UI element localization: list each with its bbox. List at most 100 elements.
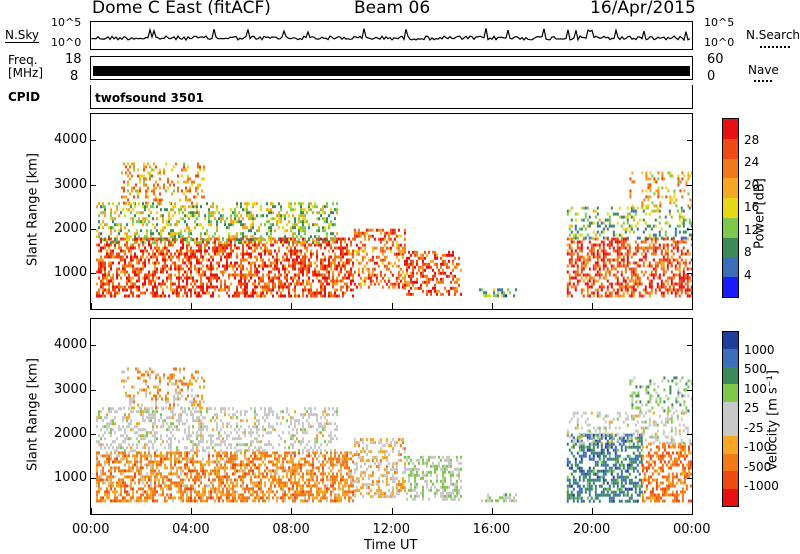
echo-cell — [240, 202, 242, 206]
echo-cell — [654, 261, 657, 265]
echo-cell — [479, 288, 482, 292]
echo-cell — [292, 267, 294, 271]
echo-cell — [159, 192, 161, 196]
echo-cell — [501, 288, 504, 292]
echo-cell — [234, 484, 236, 488]
echo-cell — [294, 469, 296, 473]
echo-region-7 — [566, 206, 692, 240]
echo-cell — [610, 291, 613, 295]
echo-cell — [212, 273, 214, 277]
echo-cell — [348, 276, 350, 280]
echo-cell — [576, 236, 579, 240]
echo-cell — [316, 240, 318, 244]
echo-cell — [210, 490, 212, 494]
echo-cell — [566, 243, 569, 247]
echo-cell — [682, 215, 685, 219]
echo-cell — [98, 499, 100, 503]
echo-cell — [657, 195, 660, 199]
echo-cell — [346, 249, 348, 253]
echo-cell — [166, 208, 168, 212]
echo-cell — [250, 270, 252, 274]
echo-cell — [628, 230, 631, 234]
echo-cell — [644, 236, 647, 240]
echo-cell — [258, 463, 260, 467]
echo-cell — [576, 230, 579, 234]
echo-cell — [270, 454, 272, 458]
echo-cell — [312, 478, 314, 482]
echo-cell — [369, 282, 372, 286]
echo-cell — [250, 226, 252, 230]
echo-cell — [648, 243, 651, 247]
echo-cell — [290, 454, 292, 458]
echo-cell — [242, 258, 244, 262]
echo-cell — [129, 177, 131, 181]
echo-cell — [690, 291, 692, 295]
echo-cell — [220, 279, 222, 283]
echo-cell — [180, 237, 182, 241]
echo-cell — [118, 484, 120, 488]
echo-cell — [160, 493, 162, 497]
cpid-text: twofsound 3501 — [95, 91, 204, 105]
echo-cell — [98, 226, 100, 230]
echo-cell — [280, 294, 282, 298]
echo-cell — [248, 214, 250, 218]
echo-cell — [130, 288, 132, 292]
echo-cell — [294, 264, 296, 268]
echo-cell — [274, 475, 276, 479]
echo-cell — [170, 457, 172, 461]
echo-cell — [304, 261, 306, 265]
echo-cell — [644, 285, 647, 289]
echo-cell — [154, 294, 156, 298]
echo-cell — [644, 288, 647, 292]
echo-cell — [298, 249, 300, 253]
echo-cell — [152, 232, 154, 236]
echo-cell — [306, 240, 308, 244]
echo-cell — [232, 499, 234, 503]
echo-cell — [160, 463, 162, 467]
echo-cell — [260, 205, 262, 209]
echo-cell — [106, 454, 108, 458]
echo-cell — [570, 264, 573, 268]
echo-cell — [680, 215, 683, 219]
echo-cell — [212, 276, 214, 280]
echo-cell — [134, 481, 136, 485]
echo-cell — [186, 273, 188, 277]
echo-cell — [185, 186, 187, 190]
echo-cell — [212, 267, 214, 271]
echo-cell — [322, 288, 324, 292]
echo-cell — [210, 273, 212, 277]
echo-cell — [220, 282, 222, 286]
echo-cell — [302, 457, 304, 461]
echo-cell — [288, 214, 290, 218]
echo-cell — [330, 238, 332, 242]
echo-cell — [646, 291, 649, 295]
echo-cell — [128, 249, 130, 253]
echo-cell — [152, 261, 154, 265]
echo-cell — [197, 183, 199, 187]
echo-cell — [212, 235, 214, 239]
echo-cell — [154, 469, 156, 473]
echo-cell — [288, 220, 290, 224]
echo-cell — [608, 270, 611, 274]
echo-cell — [128, 451, 130, 455]
echo-cell — [108, 475, 110, 479]
echo-cell — [146, 273, 148, 277]
echo-cell — [134, 267, 136, 271]
echo-cell — [280, 273, 282, 277]
echo-cell — [208, 276, 210, 280]
echo-cell — [140, 220, 142, 224]
echo-cell — [645, 204, 648, 208]
echo-cell — [194, 469, 196, 473]
echo-cell — [606, 294, 609, 298]
echo-cell — [334, 499, 336, 503]
echo-cell — [302, 490, 304, 494]
echo-cell — [655, 180, 658, 184]
echo-cell — [656, 264, 659, 268]
echo-cell — [644, 252, 647, 256]
echo-cell — [582, 224, 585, 228]
echo-cell — [568, 237, 571, 241]
echo-cell — [256, 496, 258, 500]
echo-cell — [114, 499, 116, 503]
echo-cell — [156, 261, 158, 265]
echo-cell — [606, 288, 609, 292]
